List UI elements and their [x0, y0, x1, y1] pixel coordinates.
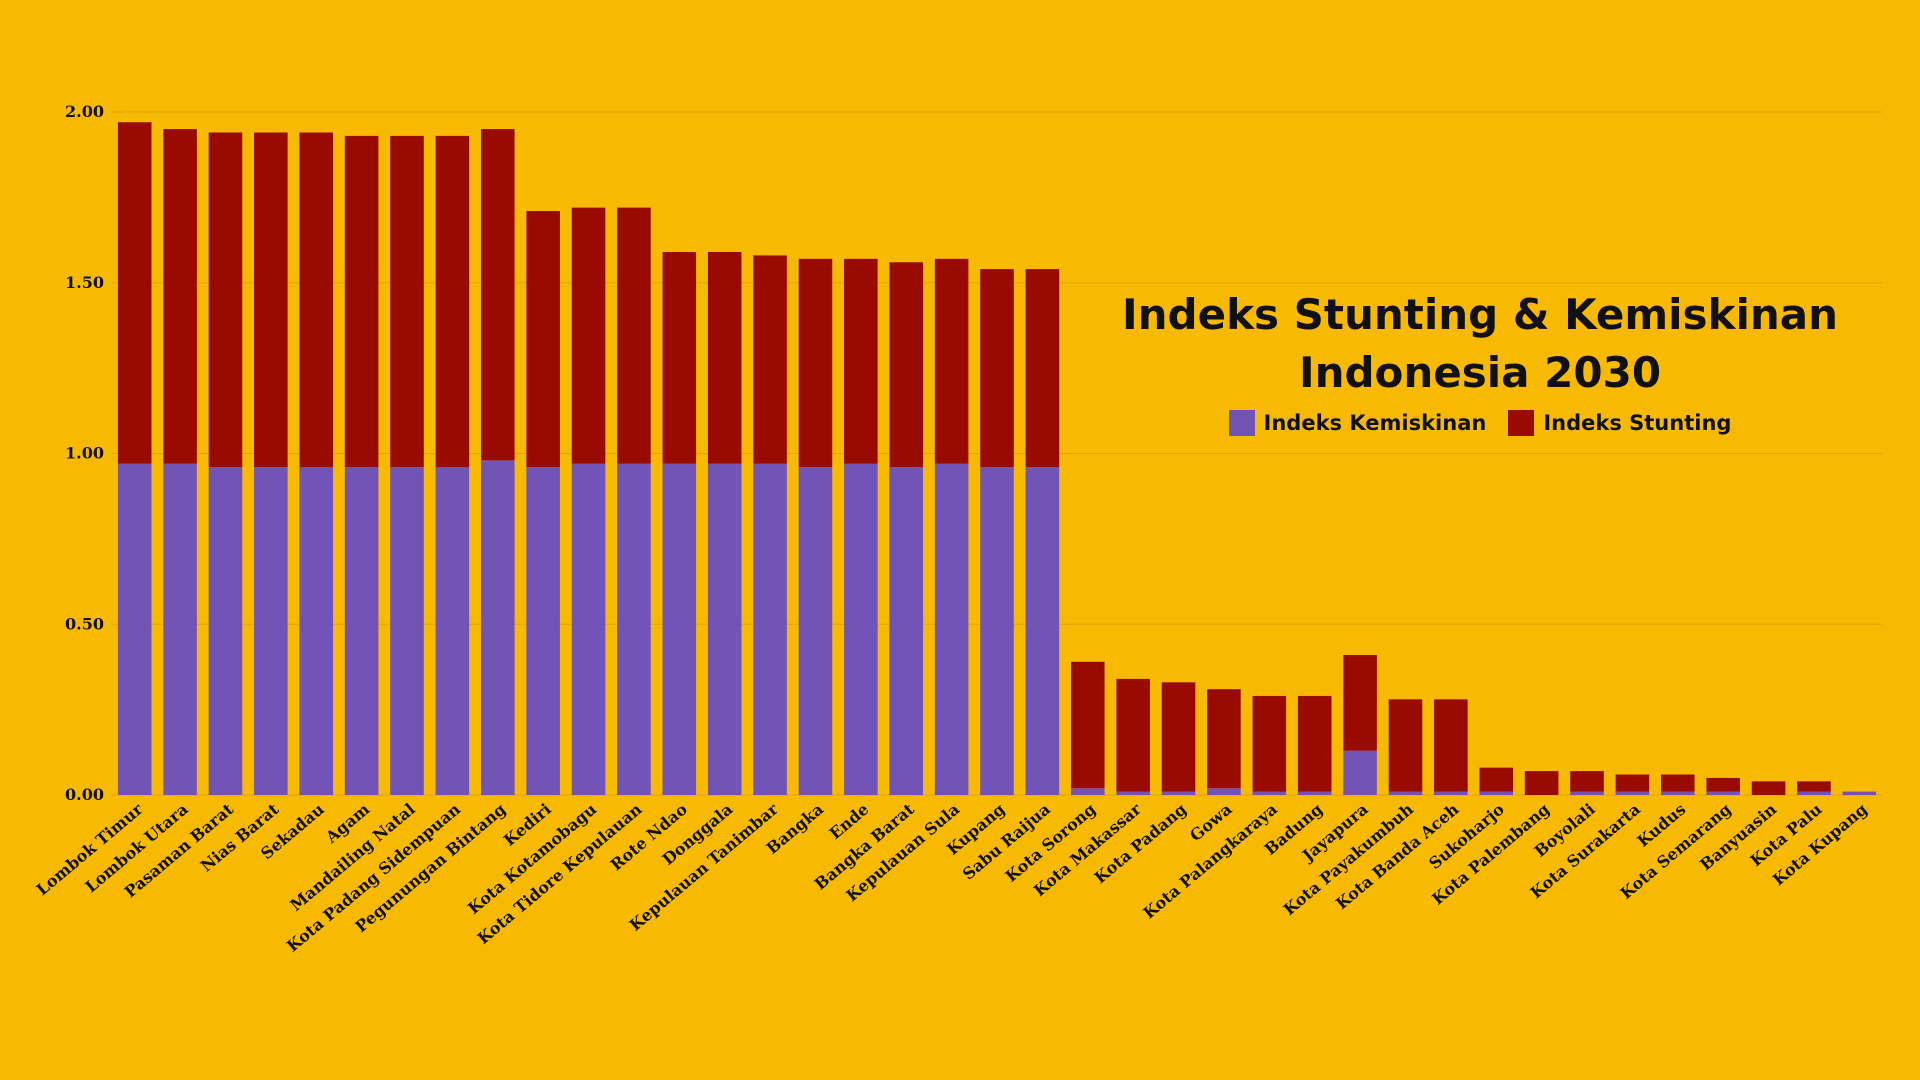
- bar-segment-stunting: [798, 258, 833, 468]
- y-tick-label: 0.00: [65, 785, 104, 804]
- bar-segment-stunting: [571, 207, 606, 464]
- bar-segment-stunting: [617, 207, 651, 464]
- legend-label-kemiskinan: Indeks Kemiskinan: [1263, 411, 1487, 435]
- y-tick-label: 1.00: [65, 444, 104, 463]
- bar-segment-kemiskinan: [844, 463, 878, 795]
- bar-segment-kemiskinan: [980, 467, 1014, 795]
- bar-segment-stunting: [1388, 699, 1423, 792]
- bar-segment-kemiskinan: [1116, 791, 1150, 795]
- bar-segment-stunting: [435, 135, 470, 468]
- bar-segment-kemiskinan: [1343, 750, 1377, 795]
- bar-segment-stunting: [480, 129, 515, 461]
- title-legend-block: Indeks Stunting & Kemiskinan Indonesia 2…: [1080, 286, 1880, 436]
- y-axis-ticks: 0.00 0.50 1.00 1.50 2.00: [65, 102, 104, 804]
- bar-segment-kemiskinan: [571, 463, 606, 795]
- bar-segment-stunting: [1207, 689, 1241, 789]
- bar-segment-kemiskinan: [889, 467, 924, 795]
- bar-segment-stunting: [1797, 781, 1831, 792]
- y-tick-label: 2.00: [65, 102, 104, 121]
- bar-segment-stunting: [117, 122, 152, 464]
- bar-segment-kemiskinan: [163, 463, 197, 795]
- bar-segment-stunting: [1615, 774, 1650, 792]
- bar-segment-kemiskinan: [707, 463, 742, 795]
- bar-segment-stunting: [208, 132, 243, 468]
- bar-segment-kemiskinan: [208, 467, 243, 795]
- bar-segment-stunting: [390, 135, 424, 468]
- bar-segment-kemiskinan: [1252, 791, 1287, 795]
- bar-segment-kemiskinan: [1434, 791, 1468, 795]
- bar-segment-kemiskinan: [254, 467, 288, 795]
- bar-segment-stunting: [1434, 699, 1468, 792]
- legend-label-stunting: Indeks Stunting: [1543, 411, 1732, 435]
- bar-segment-kemiskinan: [1797, 791, 1831, 795]
- y-tick-label: 0.50: [65, 614, 104, 633]
- bar-segment-stunting: [1570, 771, 1604, 792]
- bars: [117, 122, 1877, 795]
- bar-segment-kemiskinan: [344, 467, 379, 795]
- bar-segment-kemiskinan: [1161, 791, 1196, 795]
- bar-segment-kemiskinan: [480, 460, 515, 795]
- bar-segment-kemiskinan: [299, 467, 334, 795]
- bar-segment-kemiskinan: [1025, 467, 1060, 795]
- bar-segment-kemiskinan: [1297, 791, 1332, 795]
- bar-segment-stunting: [753, 255, 787, 464]
- bar-segment-kemiskinan: [435, 467, 470, 795]
- bar-segment-kemiskinan: [934, 463, 969, 795]
- legend-item-stunting: Indeks Stunting: [1508, 410, 1731, 436]
- bar-segment-stunting: [1025, 269, 1060, 468]
- bar-segment-stunting: [1116, 678, 1150, 792]
- bar-segment-stunting: [707, 252, 742, 464]
- bar-segment-stunting: [1751, 781, 1786, 795]
- bar-segment-stunting: [889, 262, 924, 468]
- bar-segment-stunting: [1660, 774, 1695, 792]
- bar-segment-stunting: [1524, 771, 1559, 795]
- bar-segment-stunting: [163, 129, 197, 464]
- bar-segment-stunting: [934, 258, 969, 464]
- bar-segment-kemiskinan: [662, 463, 697, 795]
- bar-segment-stunting: [1161, 682, 1196, 792]
- y-tick-label: 1.50: [65, 273, 104, 292]
- legend-swatch-stunting: [1508, 410, 1535, 436]
- bar-segment-kemiskinan: [1070, 788, 1105, 795]
- bar-segment-kemiskinan: [1479, 791, 1514, 795]
- bar-segment-stunting: [980, 269, 1014, 468]
- bar-segment-stunting: [844, 258, 878, 464]
- bar-segment-stunting: [1479, 767, 1514, 792]
- bar-segment-stunting: [1343, 654, 1377, 751]
- bar-segment-kemiskinan: [617, 463, 651, 795]
- bar-segment-kemiskinan: [1388, 791, 1423, 795]
- bar-segment-kemiskinan: [1615, 791, 1650, 795]
- chart-title: Indeks Stunting & Kemiskinan Indonesia 2…: [1122, 290, 1838, 397]
- bar-segment-stunting: [1706, 777, 1740, 792]
- bar-segment-kemiskinan: [1207, 788, 1241, 795]
- bar-segment-kemiskinan: [117, 463, 152, 795]
- legend: Indeks Kemiskinan Indeks Stunting: [1080, 410, 1880, 436]
- bar-segment-kemiskinan: [1570, 791, 1604, 795]
- bar-segment-stunting: [662, 252, 697, 464]
- bar-segment-stunting: [254, 132, 288, 468]
- bar-segment-stunting: [1070, 661, 1105, 789]
- bar-segment-kemiskinan: [753, 463, 787, 795]
- bar-segment-kemiskinan: [390, 467, 424, 795]
- bar-segment-kemiskinan: [526, 467, 560, 795]
- bar-segment-kemiskinan: [1660, 791, 1695, 795]
- bar-segment-kemiskinan: [798, 467, 833, 795]
- legend-item-kemiskinan: Indeks Kemiskinan: [1228, 410, 1487, 436]
- bar-segment-stunting: [1252, 695, 1287, 792]
- bar-segment-kemiskinan: [1706, 791, 1740, 795]
- bar-segment-stunting: [526, 211, 560, 468]
- bar-segment-stunting: [299, 132, 334, 468]
- bar-segment-stunting: [1297, 695, 1332, 792]
- bar-segment-kemiskinan: [1842, 791, 1877, 795]
- legend-swatch-kemiskinan: [1228, 410, 1255, 436]
- bar-segment-stunting: [344, 135, 379, 468]
